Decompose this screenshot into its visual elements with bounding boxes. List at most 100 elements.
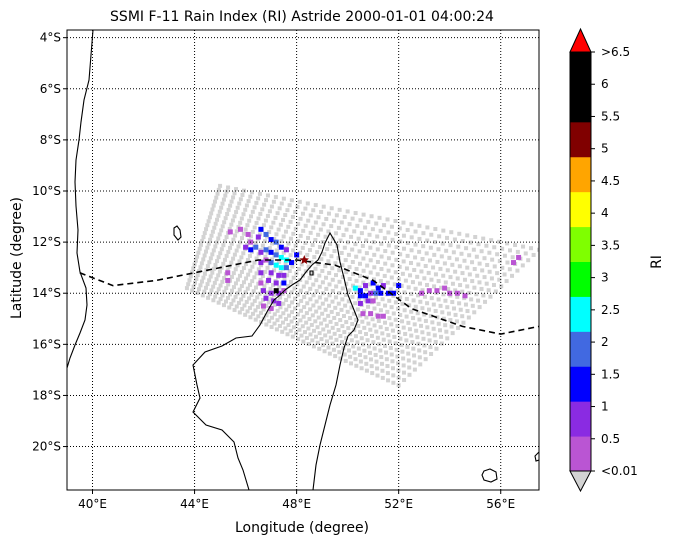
swath-pixel <box>376 318 381 323</box>
swath-pixel <box>346 348 351 353</box>
swath-pixel <box>297 266 302 271</box>
swath-pixel <box>362 348 367 353</box>
swath-pixel <box>448 243 453 248</box>
swath-pixel <box>350 247 355 252</box>
swath-pixel <box>384 350 389 355</box>
swath-pixel <box>433 227 438 232</box>
swath-pixel <box>333 295 338 300</box>
swath-pixel <box>324 323 329 328</box>
swath-pixel <box>344 320 349 325</box>
swath-pixel <box>396 306 401 311</box>
rain-pixel <box>368 311 374 317</box>
swath-pixel <box>385 309 390 314</box>
swath-pixel <box>302 295 307 300</box>
swath-pixel <box>460 314 465 319</box>
swath-pixel <box>344 227 349 232</box>
swath-pixel <box>394 257 399 262</box>
swath-pixel <box>382 223 387 228</box>
swath-pixel <box>202 231 207 236</box>
swath-pixel <box>232 214 237 219</box>
swath-pixel <box>263 269 268 274</box>
swath-pixel <box>439 285 444 290</box>
swath-pixel <box>500 265 505 270</box>
swath-pixel <box>419 269 424 274</box>
swath-pixel <box>316 315 321 320</box>
swath-pixel <box>317 284 322 289</box>
swath-pixel <box>340 263 345 268</box>
swath-pixel <box>426 331 431 336</box>
colorbar-tick-label: 2.5 <box>601 303 620 317</box>
swath-pixel <box>234 304 239 309</box>
colorbar-band <box>570 401 591 437</box>
swath-pixel <box>417 223 422 228</box>
swath-pixel <box>453 288 458 293</box>
swath-pixel <box>502 253 507 258</box>
swath-pixel <box>323 333 328 338</box>
swath-pixel <box>431 326 436 331</box>
rain-pixel <box>370 280 376 286</box>
swath-pixel <box>298 308 303 313</box>
swath-pixel <box>438 303 443 308</box>
swath-pixel <box>401 259 406 264</box>
swath-pixel <box>317 273 322 278</box>
swath-pixel <box>349 361 354 366</box>
swath-pixel <box>333 305 338 310</box>
swath-pixel <box>432 333 437 338</box>
swath-pixel <box>418 362 423 367</box>
swath-pixel <box>311 303 316 308</box>
swath-pixel <box>273 195 278 200</box>
swath-pixel <box>383 303 388 308</box>
swath-pixel <box>240 192 245 197</box>
swath-pixel <box>405 344 410 349</box>
swath-pixel <box>448 275 453 280</box>
swath-pixel <box>204 227 209 232</box>
swath-pixel <box>358 273 363 278</box>
swath-pixel <box>249 190 254 195</box>
swath-pixel <box>239 255 244 260</box>
swath-pixel <box>477 280 482 285</box>
swath-pixel <box>414 328 419 333</box>
swath-pixel <box>371 277 376 282</box>
swath-pixel <box>241 293 246 298</box>
swath-pixel <box>401 363 406 368</box>
swath-pixel <box>293 306 298 311</box>
swath-pixel <box>364 361 369 366</box>
swath-pixel <box>270 257 275 262</box>
swath-pixel <box>404 314 409 319</box>
swath-pixel <box>488 294 493 299</box>
swath-pixel <box>234 210 239 215</box>
rain-pixel <box>380 313 386 319</box>
colorbar-tick-label: 4 <box>601 206 609 220</box>
swath-pixel <box>245 258 250 263</box>
swath-pixel <box>513 242 518 247</box>
swath-pixel <box>296 238 301 243</box>
rain-pixel <box>273 280 279 286</box>
swath-pixel <box>231 256 236 261</box>
swath-pixel <box>411 316 416 321</box>
y-tick-label: 14°S <box>32 286 61 300</box>
swath-pixel <box>326 313 331 318</box>
swath-pixel <box>205 223 210 228</box>
swath-pixel <box>422 343 427 348</box>
swath-pixel <box>295 282 300 287</box>
swath-pixel <box>444 329 449 334</box>
swath-pixel <box>383 320 388 325</box>
storm-center-marker <box>299 255 309 264</box>
swath-pixel <box>222 220 227 225</box>
swath-pixel <box>252 260 257 265</box>
swath-pixel <box>235 291 240 296</box>
swath-pixel <box>339 220 344 225</box>
swath-pixel <box>275 318 280 323</box>
swath-pixel <box>295 292 300 297</box>
swath-pixel <box>396 383 401 388</box>
swath-pixel <box>364 287 369 292</box>
swath-pixel <box>393 219 398 224</box>
swath-pixel <box>227 292 232 297</box>
swath-pixel <box>418 299 423 304</box>
swath-pixel <box>211 248 216 253</box>
swath-pixel <box>223 216 228 221</box>
swath-pixel <box>376 301 381 306</box>
swath-pixel <box>215 217 220 222</box>
swath-pixel <box>214 277 219 282</box>
swath-pixel <box>441 228 446 233</box>
